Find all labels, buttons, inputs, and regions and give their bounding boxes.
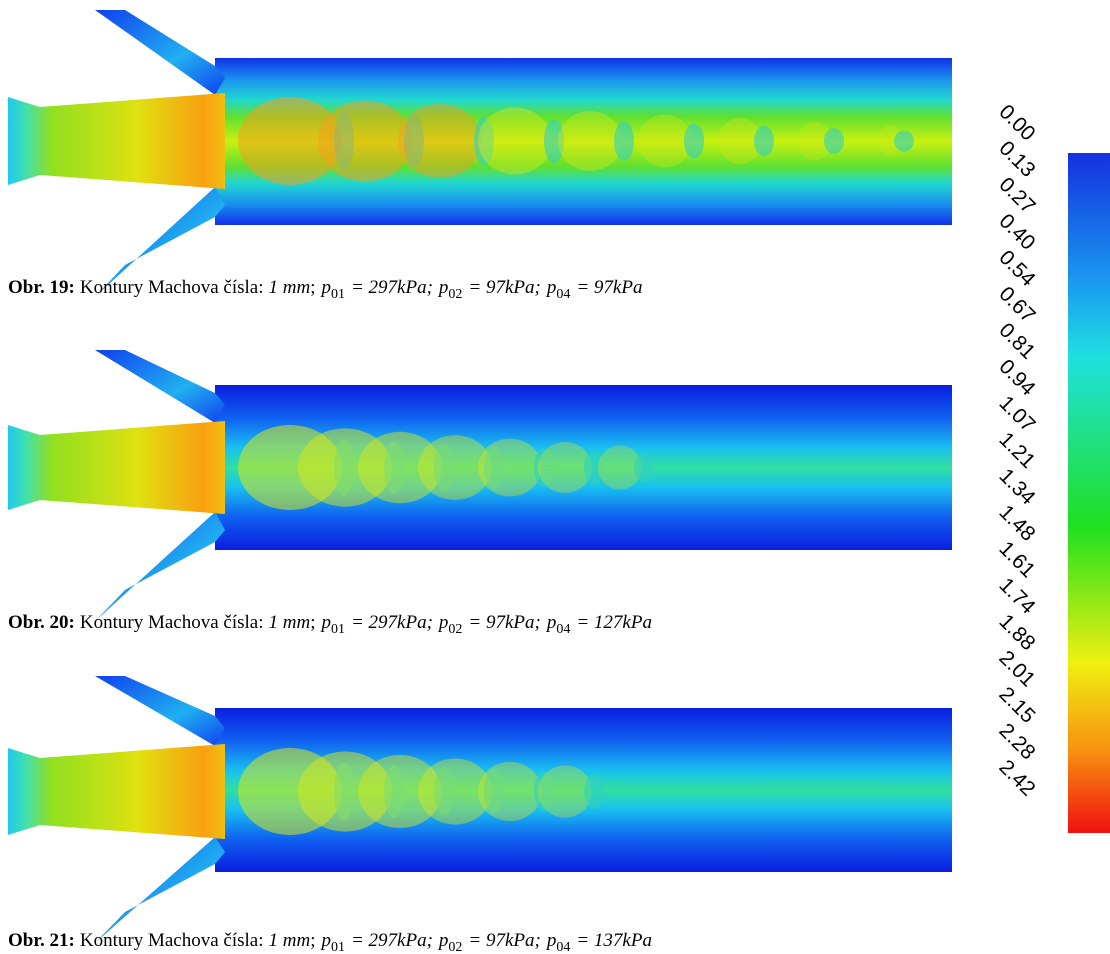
colorbar-label: 2.42 [994,755,1039,800]
param-symbol: p [319,277,331,298]
caption: Obr. 21:Kontury Machova čísla:1 mm;p01= … [8,930,652,954]
shock-node [634,453,654,482]
shock-node [754,126,774,157]
caption-text: Kontury Machova čísla: [80,612,264,633]
shock-node [584,774,604,809]
caption-label: Obr. 20: [8,612,75,633]
param-subscript: 04 [556,940,570,954]
colorbar-label: 0.67 [994,282,1039,327]
caption-label: Obr. 19: [8,277,75,298]
param-subscript: 04 [556,622,570,637]
shock-cell [318,101,412,182]
colorbar-label: 1.34 [994,464,1039,509]
param-subscript: 02 [448,622,462,637]
colorbar [1068,153,1110,833]
caption-size: 1 mm [269,277,311,298]
nozzle [8,421,225,514]
side-inlet [95,837,225,943]
colorbar-label: 2.01 [994,646,1039,691]
param-value: = 97kPa; [468,612,540,633]
param-subscript: 01 [331,622,345,637]
param-value: = 97kPa; [468,930,540,951]
param-subscript: 02 [448,940,462,954]
param-value: = 137kPa [576,930,652,951]
param-symbol: p [437,930,449,951]
figure-canvas: Obr. 19:Kontury Machova čísla:1 mm;p01= … [0,0,1110,954]
colorbar-label: 1.48 [994,501,1039,546]
caption-text: Kontury Machova čísla: [80,277,264,298]
colorbar-label: 2.28 [994,719,1039,764]
caption-sep: ; [310,277,315,298]
colorbar-label: 1.21 [994,428,1039,473]
side-inlet [95,10,225,95]
param-symbol: p [545,277,557,298]
param-symbol: p [319,930,331,951]
colorbar-label: 1.61 [994,537,1039,582]
caption-size: 1 mm [269,930,311,951]
side-inlet [95,350,225,423]
nozzle [8,93,225,189]
colorbar-label: 1.07 [994,391,1039,436]
caption: Obr. 19:Kontury Machova čísla:1 mm;p01= … [8,277,642,302]
side-inlet [95,512,225,621]
shock-cell [478,762,542,821]
shock-cell [558,111,622,171]
shock-node [614,121,634,161]
param-value: = 97kPa; [468,277,540,298]
side-inlet [95,676,225,746]
shock-node [684,123,704,158]
colorbar-label: 0.54 [994,246,1039,291]
shock-node [894,130,914,151]
colorbar-label: 0.81 [994,319,1039,364]
caption: Obr. 20:Kontury Machova čísla:1 mm;p01= … [8,612,652,637]
param-value: = 127kPa [576,612,652,633]
param-value: = 297kPa; [351,612,433,633]
shock-cell [538,765,592,817]
colorbar-label: 0.94 [994,355,1039,400]
caption-label: Obr. 21: [8,930,75,951]
param-symbol: p [437,612,449,633]
param-symbol: p [545,930,557,951]
param-symbol: p [319,612,331,633]
caption-text: Kontury Machova čísla: [80,930,264,951]
param-symbol: p [437,277,449,298]
param-value: = 97kPa [576,277,642,298]
colorbar-label: 1.74 [994,573,1039,618]
shock-cell [478,108,552,175]
shock-node [824,128,844,154]
caption-size: 1 mm [269,612,311,633]
caption-sep: ; [310,612,315,633]
shock-cell [638,115,692,168]
shock-cell [538,442,592,493]
shock-cell [398,104,482,178]
nozzle [8,744,225,839]
colorbar-label: 1.88 [994,610,1039,655]
caption-sep: ; [310,930,315,951]
param-subscript: 01 [331,287,345,302]
colorbar-label: 0.27 [994,173,1039,218]
param-symbol: p [545,612,557,633]
colorbar-label: 0.40 [994,209,1039,254]
param-value: = 297kPa; [351,930,433,951]
colorbar-label: 2.15 [994,683,1039,728]
colorbar-label: 0.13 [994,137,1039,182]
page: Obr. 19:Kontury Machova čísla:1 mm;p01= … [0,0,1110,954]
colorbar-label: 0.00 [994,100,1039,145]
param-subscript: 02 [448,287,462,302]
param-subscript: 04 [556,287,570,302]
param-value: = 297kPa; [351,277,433,298]
param-subscript: 01 [331,940,345,954]
shock-cell [478,439,542,497]
